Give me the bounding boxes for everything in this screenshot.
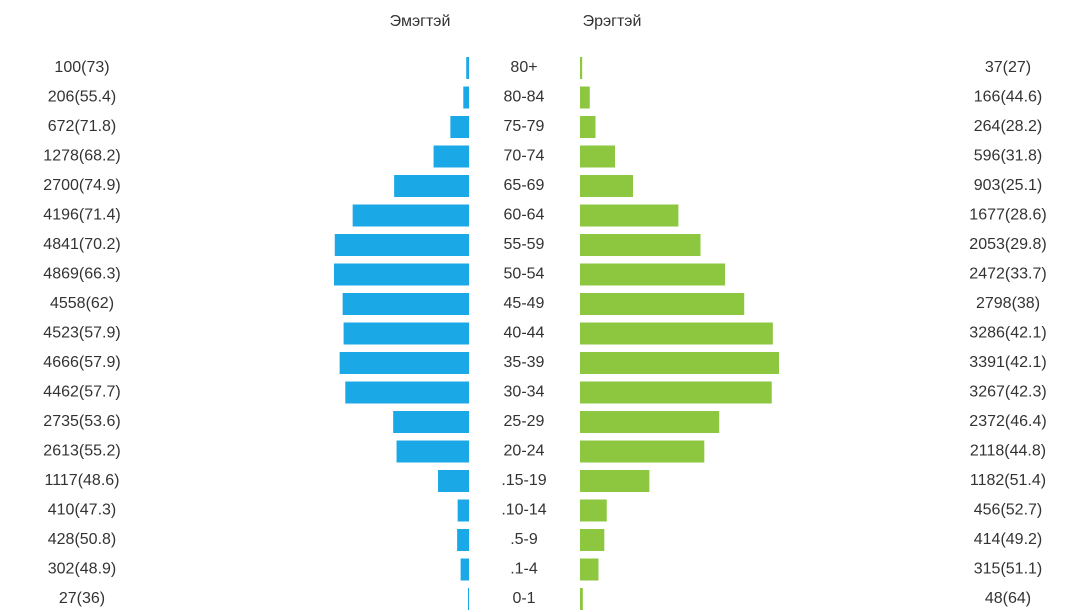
bar	[393, 411, 469, 433]
category-label: .5-9	[510, 531, 538, 548]
data-label: 206(55.4)	[48, 89, 117, 106]
legend-entry: Эрэгтэй	[583, 13, 642, 30]
category-label: .10-14	[501, 502, 546, 519]
bar	[352, 204, 469, 227]
bar	[580, 558, 599, 581]
bar	[457, 499, 469, 522]
bar	[342, 293, 469, 315]
bar	[580, 293, 745, 315]
data-label: 2613(55.2)	[43, 443, 120, 460]
category-label: 0-1	[512, 590, 535, 607]
category-label: 40-44	[504, 325, 545, 342]
bar	[580, 145, 615, 168]
bar	[460, 558, 469, 581]
data-label: 37(27)	[985, 59, 1031, 76]
data-label: 1182(51.4)	[970, 472, 1046, 489]
category-label: 25-29	[504, 413, 545, 430]
data-label: 3267(42.3)	[969, 384, 1046, 401]
bar	[438, 470, 469, 492]
data-label: 2798(38)	[976, 295, 1040, 312]
data-label: 302(48.9)	[48, 561, 117, 578]
bar	[339, 352, 469, 374]
bar	[580, 352, 779, 374]
data-label: 2472(33.7)	[969, 266, 1046, 283]
bar	[580, 381, 772, 404]
category-label: .1-4	[510, 561, 538, 578]
category-label: 30-34	[504, 384, 545, 401]
category-label: 75-79	[504, 118, 545, 135]
data-label: 2735(53.6)	[43, 413, 120, 430]
bar	[580, 86, 590, 109]
bar	[334, 234, 469, 256]
bar	[580, 116, 596, 138]
data-label: 672(71.8)	[48, 118, 117, 135]
data-label: 410(47.3)	[48, 502, 117, 519]
data-label: 2372(46.4)	[969, 413, 1046, 430]
bar	[580, 57, 583, 79]
bar	[580, 440, 705, 463]
bar	[468, 588, 469, 610]
data-label: 903(25.1)	[974, 177, 1043, 194]
data-label: 2118(44.8)	[970, 443, 1046, 460]
category-label: 70-74	[504, 148, 545, 165]
data-label: 1677(28.6)	[969, 207, 1046, 224]
data-label: 4666(57.9)	[43, 354, 120, 371]
bar	[394, 175, 469, 197]
data-label: 4462(57.7)	[43, 384, 120, 401]
data-label: 100(73)	[54, 59, 109, 76]
bar	[466, 57, 469, 79]
category-label: 60-64	[504, 207, 545, 224]
category-label: 20-24	[504, 443, 545, 460]
bar	[580, 411, 720, 433]
category-label: 55-59	[504, 236, 545, 253]
data-label: 414(49.2)	[974, 531, 1043, 548]
legend-entry: Эмэгтэй	[390, 13, 451, 30]
bar	[580, 322, 773, 345]
bar	[457, 529, 469, 551]
data-label: 4558(62)	[50, 295, 114, 312]
data-label: 3391(42.1)	[969, 354, 1046, 371]
data-label: 2700(74.9)	[43, 177, 120, 194]
data-label: 166(44.6)	[974, 89, 1043, 106]
bar	[345, 381, 469, 404]
bar	[463, 86, 469, 109]
bar	[580, 499, 607, 522]
category-label: .15-19	[501, 472, 546, 489]
category-label: 35-39	[504, 354, 545, 371]
data-label: 3286(42.1)	[969, 325, 1046, 342]
data-label: 456(52.7)	[974, 502, 1043, 519]
bar	[334, 263, 469, 286]
data-label: 1278(68.2)	[43, 148, 120, 165]
bar	[580, 175, 633, 197]
data-label: 428(50.8)	[48, 531, 117, 548]
bar	[580, 529, 605, 551]
data-label: 4523(57.9)	[43, 325, 120, 342]
data-label: 4196(71.4)	[43, 207, 120, 224]
bar	[580, 234, 701, 256]
data-label: 1117(48.6)	[44, 472, 119, 489]
data-label: 596(31.8)	[974, 148, 1043, 165]
data-label: 4841(70.2)	[43, 236, 120, 253]
category-label: 50-54	[504, 266, 545, 283]
data-label: 48(64)	[985, 590, 1031, 607]
category-label: 65-69	[504, 177, 545, 194]
bar	[433, 145, 469, 168]
category-label: 80-84	[504, 89, 545, 106]
bar	[396, 440, 469, 463]
bar	[580, 588, 583, 610]
bar	[450, 116, 469, 138]
bar	[580, 263, 726, 286]
bar	[580, 204, 679, 227]
data-label: 315(51.1)	[974, 561, 1043, 578]
category-label: 45-49	[504, 295, 545, 312]
data-label: 264(28.2)	[974, 118, 1043, 135]
data-label: 27(36)	[59, 590, 105, 607]
category-label: 80+	[510, 59, 537, 76]
bar	[580, 470, 650, 492]
data-label: 4869(66.3)	[43, 266, 120, 283]
data-label: 2053(29.8)	[969, 236, 1046, 253]
bar	[343, 322, 469, 345]
